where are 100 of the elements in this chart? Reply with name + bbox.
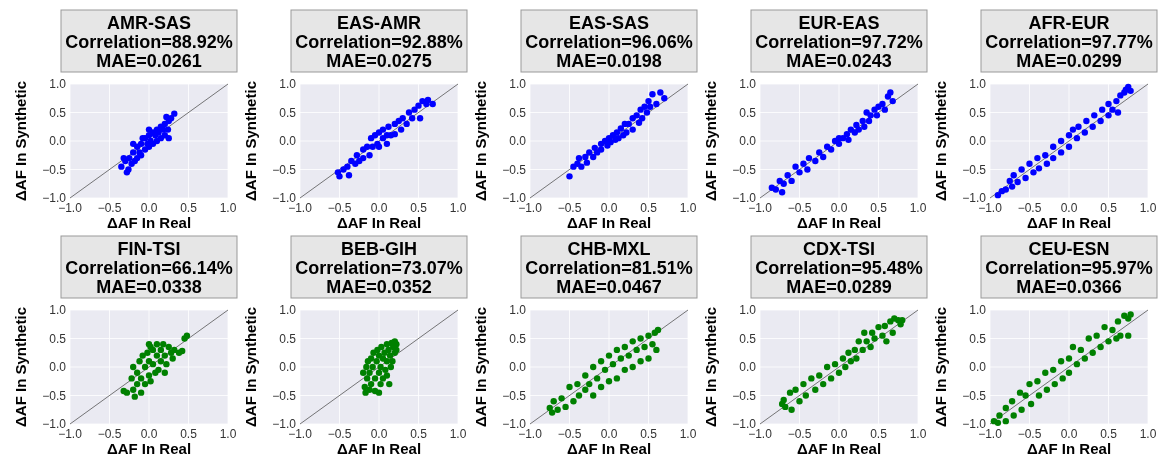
x-axis-title: ΔAF In Real: [796, 214, 882, 231]
y-tick-label: 0.0: [739, 134, 757, 148]
x-tick-label: 0.0: [1060, 427, 1078, 441]
chart-title: EAS-SAS: [568, 13, 650, 33]
x-axis-title: ΔAF In Real: [566, 214, 652, 231]
y-tick-label: 0.5: [969, 331, 987, 346]
y-tick-label: 0.5: [739, 105, 757, 120]
x-tick-label: 1.0: [679, 427, 697, 441]
x-tick-label: −0.5: [1017, 201, 1042, 215]
x-tick-label: 0.0: [830, 201, 848, 215]
chart-title: BEB-GIH: [341, 239, 417, 259]
y-axis-title: ΔAF In Synthetic: [472, 81, 489, 201]
chart-title: AFR-EUR: [1028, 13, 1110, 33]
y-tick-label: 1.0: [739, 303, 757, 317]
x-tick-label: −0.5: [557, 201, 582, 215]
chart-title: CDX-TSI: [803, 239, 875, 259]
y-axis-title: ΔAF In Synthetic: [932, 81, 949, 201]
y-tick-label: 0.5: [279, 331, 297, 346]
x-tick-label: 0.0: [140, 201, 158, 215]
y-axis-title: ΔAF In Synthetic: [12, 307, 29, 427]
y-tick-label: 0.0: [739, 360, 757, 374]
text: MAE=0.0338: [96, 277, 202, 297]
text: MAE=0.0289: [786, 277, 892, 297]
y-tick-label: 1.0: [969, 303, 987, 317]
y-tick-label: 0.0: [509, 134, 527, 148]
x-tick-label: 1.0: [909, 201, 927, 215]
y-tick-label: 0.0: [49, 134, 67, 148]
x-tick-label: 0.5: [1100, 201, 1118, 215]
x-axis-title: ΔAF In Real: [1026, 440, 1112, 457]
y-axis-title: ΔAF In Synthetic: [472, 307, 489, 427]
text: Correlation=81.51%: [525, 258, 693, 278]
y-tick-label: −0.5: [962, 388, 987, 403]
text: MAE=0.0352: [326, 277, 432, 297]
x-tick-label: −0.5: [787, 201, 812, 215]
y-tick-label: 0.5: [49, 105, 67, 120]
y-tick-label: 1.0: [509, 77, 527, 91]
x-tick-label: 1.0: [1139, 427, 1157, 441]
x-tick-label: −0.5: [97, 427, 122, 441]
x-tick-label: 0.0: [140, 427, 158, 441]
y-axis-title: ΔAF In Synthetic: [242, 81, 259, 201]
y-tick-label: 0.5: [509, 331, 527, 346]
y-tick-label: 0.5: [969, 105, 987, 120]
text: MAE=0.0243: [786, 51, 892, 71]
text: Correlation=97.72%: [755, 32, 923, 52]
y-axis-title: ΔAF In Synthetic: [702, 81, 719, 201]
x-axis-title: ΔAF In Real: [566, 440, 652, 457]
x-tick-label: 0.5: [410, 427, 428, 441]
x-tick-label: 0.0: [830, 427, 848, 441]
y-tick-label: 0.0: [509, 360, 527, 374]
x-tick-label: 0.5: [640, 427, 658, 441]
x-tick-label: 1.0: [449, 201, 467, 215]
x-tick-label: −0.5: [97, 201, 122, 215]
chart-title: EUR-EAS: [798, 13, 880, 33]
text: MAE=0.0299: [1016, 51, 1122, 71]
y-tick-label: −0.5: [42, 162, 67, 177]
chart-title: CHB-MXL: [567, 239, 651, 259]
text: MAE=0.0366: [1016, 277, 1122, 297]
chart-title: EAS-AMR: [337, 13, 421, 33]
y-tick-label: −0.5: [962, 162, 987, 177]
y-tick-label: 0.0: [49, 360, 67, 374]
x-tick-label: 0.5: [180, 201, 198, 215]
y-tick-label: −0.5: [272, 162, 297, 177]
y-axis-title: ΔAF In Synthetic: [932, 307, 949, 427]
x-tick-label: 0.5: [1100, 427, 1118, 441]
x-tick-label: 0.5: [870, 427, 888, 441]
x-tick-label: 0.5: [640, 201, 658, 215]
text: Correlation=95.97%: [985, 258, 1153, 278]
y-tick-label: 0.0: [279, 360, 297, 374]
y-tick-label: −0.5: [732, 388, 757, 403]
y-tick-label: 1.0: [49, 303, 67, 317]
text: MAE=0.0261: [96, 51, 202, 71]
y-tick-label: −0.5: [502, 388, 527, 403]
text: Correlation=66.14%: [65, 258, 233, 278]
y-tick-label: −0.5: [42, 388, 67, 403]
y-tick-label: 0.5: [49, 331, 67, 346]
y-tick-label: 1.0: [739, 77, 757, 91]
y-tick-label: 0.5: [509, 105, 527, 120]
x-tick-label: 0.5: [180, 427, 198, 441]
y-tick-label: 1.0: [509, 303, 527, 317]
text: Correlation=92.88%: [295, 32, 463, 52]
y-tick-label: 1.0: [279, 77, 297, 91]
text: Correlation=88.92%: [65, 32, 233, 52]
x-tick-label: 0.5: [870, 201, 888, 215]
x-tick-label: 1.0: [219, 201, 237, 215]
x-tick-label: 0.0: [600, 427, 618, 441]
y-tick-label: 0.0: [969, 360, 987, 374]
y-tick-label: −0.5: [272, 388, 297, 403]
x-axis-title: ΔAF In Real: [106, 440, 192, 457]
text: MAE=0.0275: [326, 51, 432, 71]
x-axis-title: ΔAF In Real: [336, 214, 422, 231]
y-tick-label: 1.0: [279, 303, 297, 317]
y-axis-title: ΔAF In Synthetic: [12, 81, 29, 201]
text: Correlation=95.48%: [755, 258, 923, 278]
y-tick-label: 0.5: [739, 331, 757, 346]
chart-title: AMR-SAS: [107, 13, 191, 33]
y-tick-label: 1.0: [49, 77, 67, 91]
x-tick-label: −0.5: [787, 427, 812, 441]
y-tick-label: 0.0: [279, 134, 297, 148]
x-tick-label: −0.5: [1017, 427, 1042, 441]
x-axis-title: ΔAF In Real: [1026, 214, 1112, 231]
